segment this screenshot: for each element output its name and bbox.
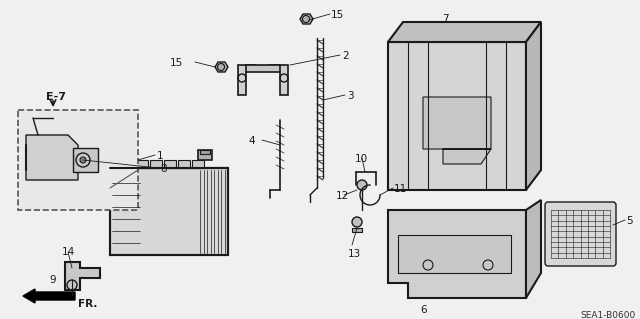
Polygon shape <box>423 97 491 164</box>
Text: 4: 4 <box>248 136 255 146</box>
Bar <box>198 150 212 160</box>
Polygon shape <box>270 65 288 95</box>
Polygon shape <box>388 210 526 298</box>
Text: 15: 15 <box>170 58 183 68</box>
Polygon shape <box>26 135 78 180</box>
Polygon shape <box>352 228 362 232</box>
Polygon shape <box>65 262 100 290</box>
Polygon shape <box>246 65 280 72</box>
Bar <box>110 168 228 255</box>
Polygon shape <box>238 65 256 95</box>
Circle shape <box>357 180 367 190</box>
Polygon shape <box>388 42 526 190</box>
Text: 12: 12 <box>336 191 349 201</box>
FancyArrow shape <box>23 289 75 303</box>
Bar <box>200 150 210 154</box>
Text: 5: 5 <box>626 216 632 226</box>
Polygon shape <box>388 22 541 42</box>
Text: 6: 6 <box>420 305 427 315</box>
Text: E-7: E-7 <box>46 92 66 102</box>
Circle shape <box>352 217 362 227</box>
Text: SEA1-B0600: SEA1-B0600 <box>580 311 636 319</box>
Bar <box>398 235 511 273</box>
Text: 3: 3 <box>347 91 354 101</box>
Text: 2: 2 <box>342 51 349 61</box>
Text: 11: 11 <box>394 184 407 194</box>
Polygon shape <box>526 200 541 298</box>
Bar <box>136 160 148 168</box>
Text: FR.: FR. <box>78 299 97 309</box>
Text: 13: 13 <box>348 249 361 259</box>
Bar <box>122 160 134 168</box>
Polygon shape <box>300 14 313 24</box>
Bar <box>164 160 176 168</box>
FancyBboxPatch shape <box>545 202 616 266</box>
Bar <box>120 146 134 160</box>
Polygon shape <box>526 22 541 190</box>
Bar <box>18 110 138 210</box>
Bar <box>178 160 190 168</box>
Text: 14: 14 <box>62 247 76 257</box>
Text: 7: 7 <box>442 14 449 24</box>
Polygon shape <box>73 148 98 172</box>
Text: 1: 1 <box>157 151 164 161</box>
Bar <box>192 160 204 168</box>
Text: 15: 15 <box>331 10 344 20</box>
Polygon shape <box>215 62 228 72</box>
Bar <box>122 146 132 151</box>
Bar <box>110 168 228 255</box>
Text: 8: 8 <box>160 164 166 174</box>
Circle shape <box>80 157 86 163</box>
Text: 10: 10 <box>355 154 368 164</box>
Text: 9: 9 <box>49 275 56 285</box>
Bar <box>150 160 162 168</box>
